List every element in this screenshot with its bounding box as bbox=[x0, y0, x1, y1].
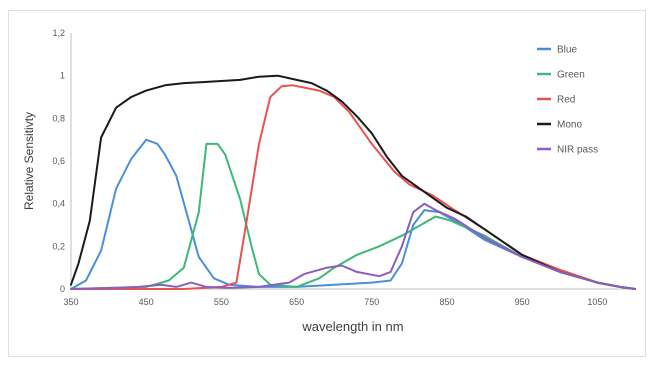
legend-label: Green bbox=[557, 70, 585, 81]
y-tick-label: 0,8 bbox=[52, 113, 65, 123]
y-tick-label: 0,2 bbox=[52, 241, 65, 251]
spectral-sensitivity-chart: 0 0,2 0,4 0,6 0,8 1 1,2 350 450 550 650 750 850 950 10… bbox=[22, 28, 636, 334]
x-tick-label: 450 bbox=[139, 297, 154, 307]
y-axis-title: Relative Sensitivty bbox=[22, 112, 36, 210]
x-axis-title: wavelength in nm bbox=[301, 319, 403, 334]
x-tick-label: 650 bbox=[289, 297, 304, 307]
y-tick-label: 0 bbox=[60, 284, 65, 294]
series-line-nir-pass bbox=[70, 202, 636, 290]
legend-label: NIR pass bbox=[557, 145, 598, 156]
x-tick-label: 750 bbox=[364, 297, 379, 307]
y-tick-label: 1 bbox=[60, 71, 65, 81]
legend-label: Blue bbox=[557, 45, 577, 56]
y-tick-label: 0,4 bbox=[52, 199, 65, 209]
y-tick-label: 0,6 bbox=[52, 156, 65, 166]
x-tick-label: 350 bbox=[63, 297, 78, 307]
x-tick-label: 1050 bbox=[587, 297, 607, 307]
chart-frame: 0 0,2 0,4 0,6 0,8 1 1,2 350 450 550 650 750 850 950 10… bbox=[8, 10, 646, 357]
x-tick-label: 550 bbox=[214, 297, 229, 307]
legend-label: Mono bbox=[557, 120, 582, 131]
series-line-mono bbox=[70, 74, 636, 290]
y-tick-label: 1,2 bbox=[52, 28, 65, 38]
x-tick-label: 950 bbox=[515, 297, 530, 307]
series-line-red bbox=[70, 84, 636, 290]
legend-label: Red bbox=[557, 95, 575, 106]
x-tick-label: 850 bbox=[439, 297, 454, 307]
